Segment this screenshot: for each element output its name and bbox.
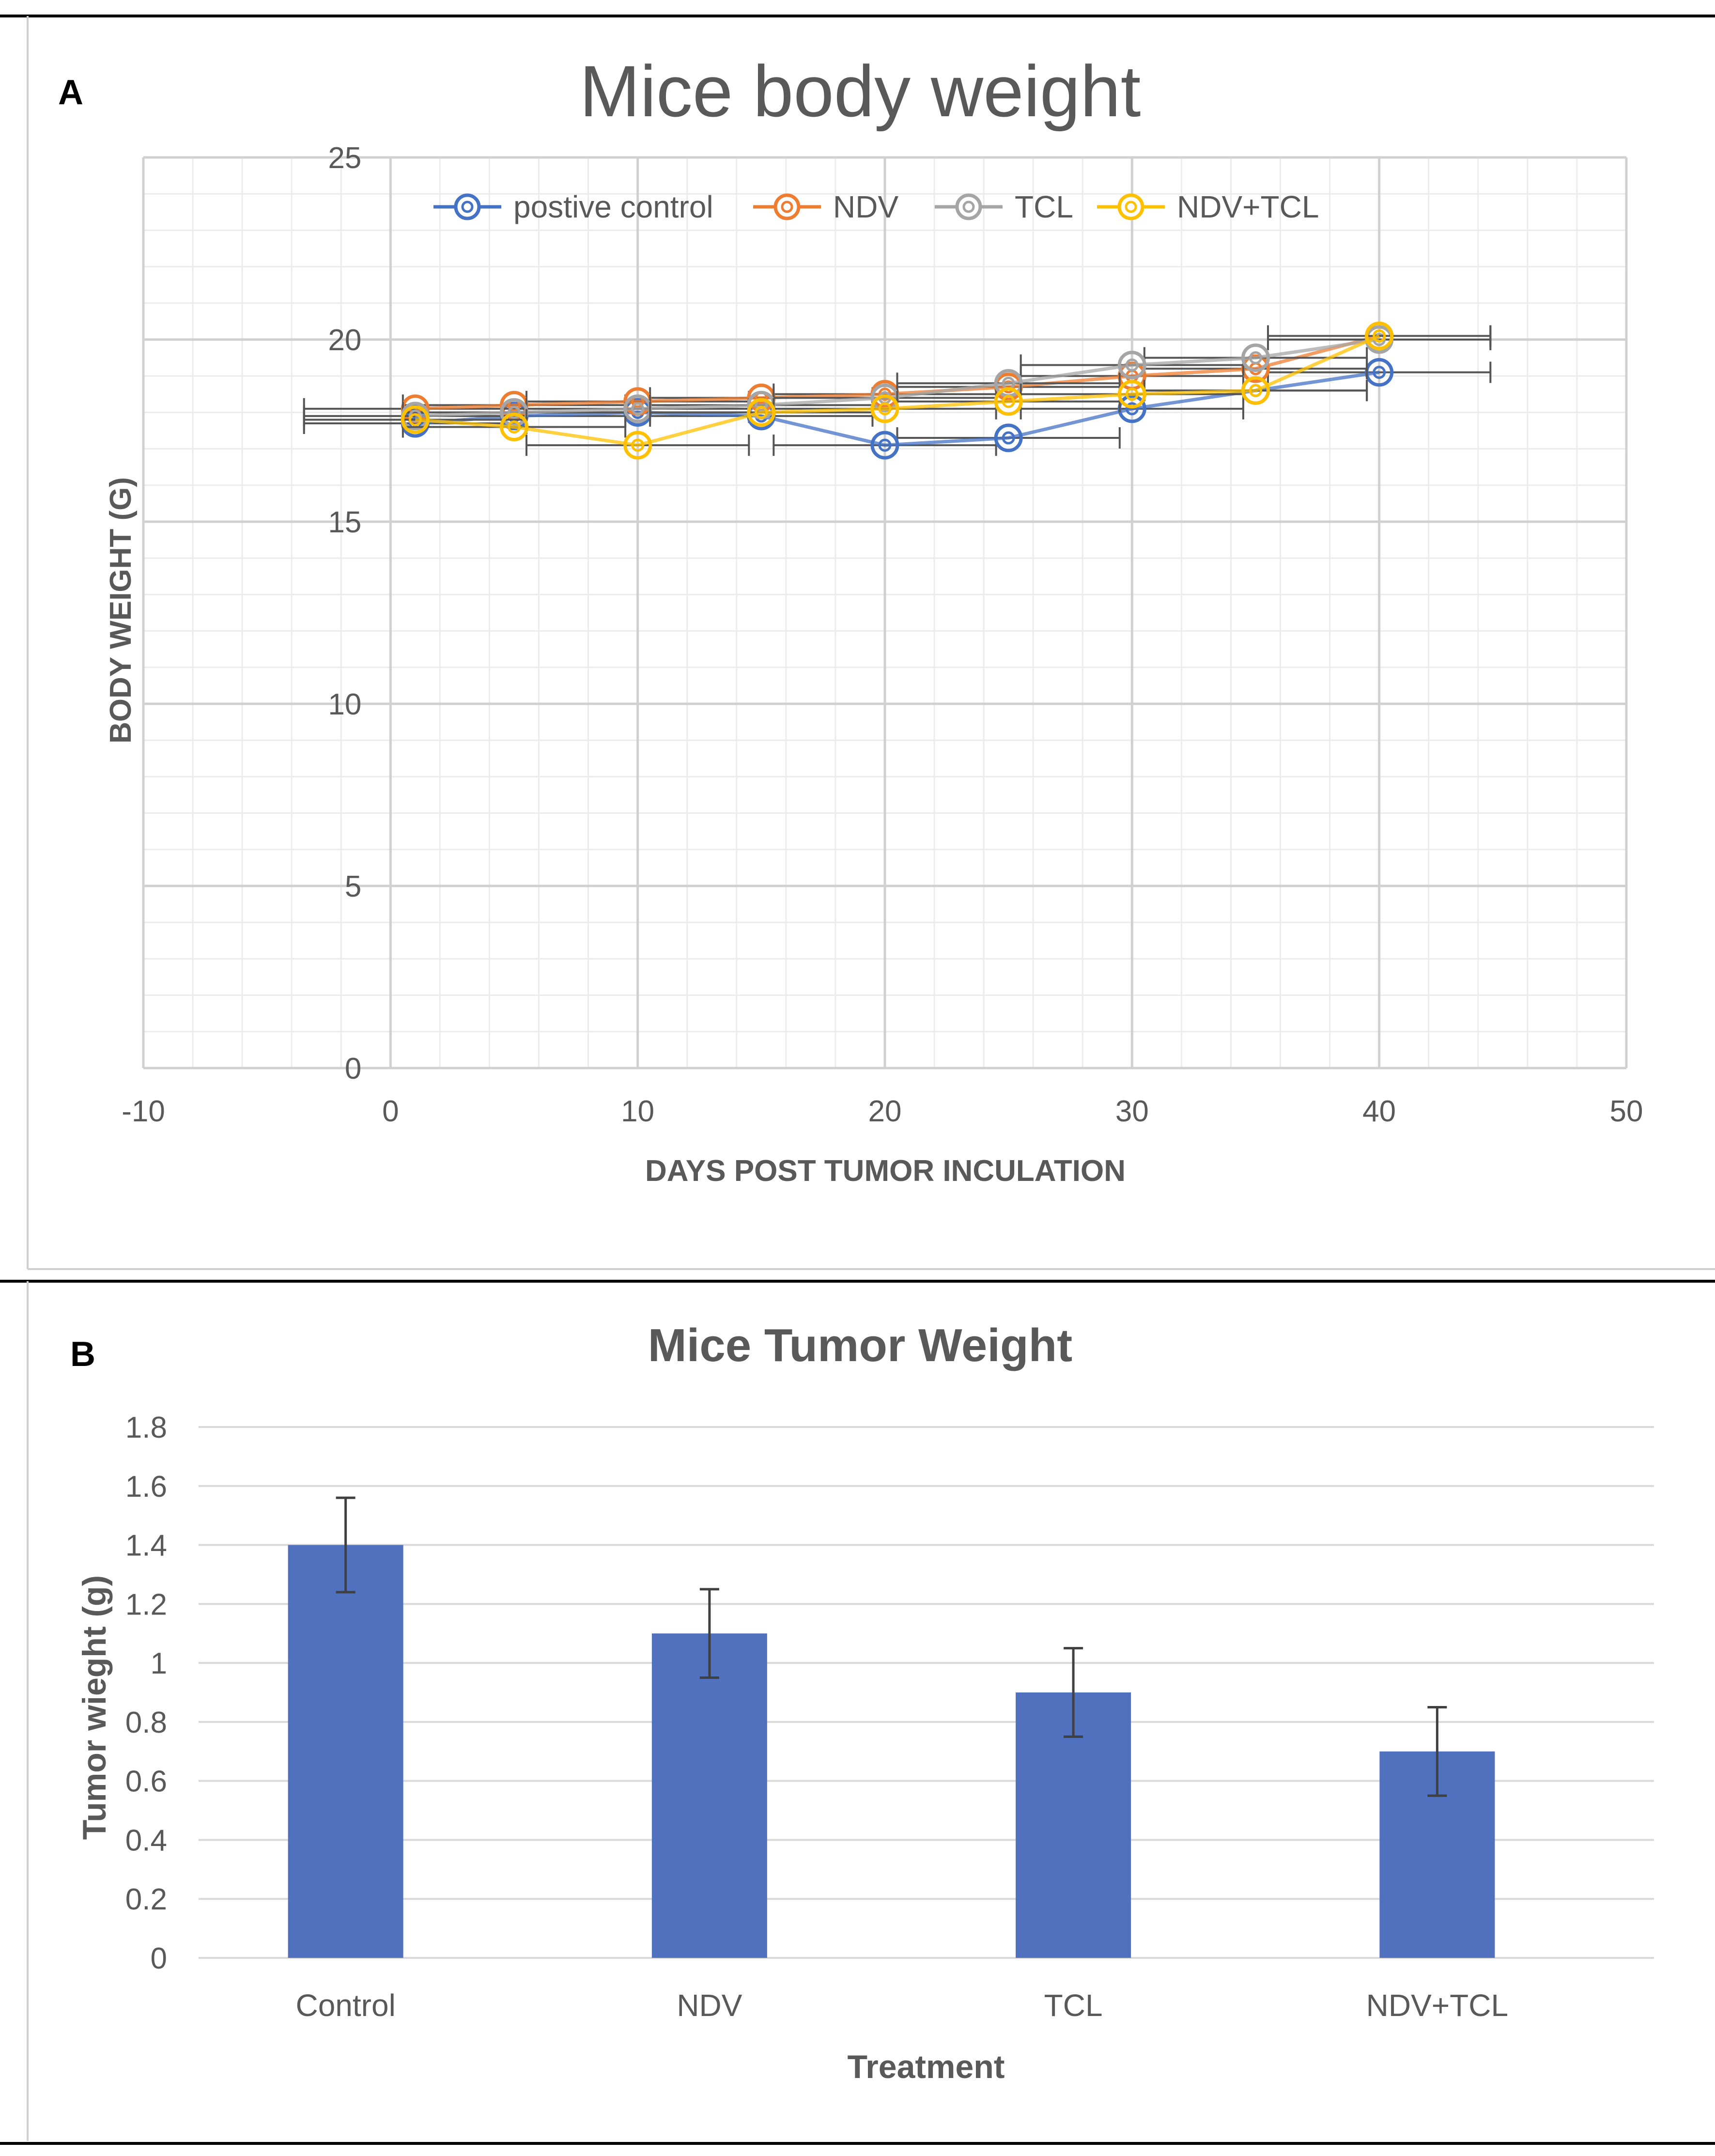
y-tick-label: 0.6	[125, 1765, 167, 1799]
body-weight-chart: 0 5 10 15 20 25 -10 0 10 20 30 40 50 postive contro…	[104, 50, 1643, 1188]
body-weight-x-ticks: -10 0 10 20 30 40 50	[122, 1095, 1643, 1128]
error-bar	[1064, 1647, 1083, 1738]
category-label: Control	[295, 1988, 395, 2023]
y-tick-label: 1.8	[125, 1411, 167, 1444]
error-bar	[699, 1588, 719, 1679]
y-tick-label: 1	[151, 1647, 167, 1680]
legend-label: TCL	[1015, 189, 1073, 224]
data-point	[1117, 380, 1146, 409]
body-weight-y-ticks: 0 5 10 15 20 25	[328, 141, 361, 1086]
y-tick-label: 0.2	[125, 1883, 167, 1916]
y-tick-label: 15	[328, 506, 361, 539]
x-tick-label: 50	[1610, 1095, 1643, 1128]
body-weight-y-axis-label: BODY WEIGHT (G)	[104, 477, 138, 744]
data-point	[1117, 351, 1146, 380]
series-line	[415, 334, 1380, 447]
x-tick-label: -10	[122, 1095, 165, 1128]
data-point	[500, 412, 528, 441]
data-point	[870, 431, 899, 460]
tumor-weight-title: Mice Tumor Weight	[648, 1319, 1072, 1371]
y-tick-label: 1.2	[125, 1588, 167, 1621]
data-point	[401, 405, 430, 434]
tumor-weight-bars	[288, 1496, 1495, 1958]
data-point	[994, 387, 1023, 416]
category-label: NDV	[677, 1988, 742, 2023]
tumor-weight-x-axis-label: Treatment	[848, 2048, 1005, 2085]
legend-label: NDV+TCL	[1177, 189, 1319, 224]
y-tick-label: 1.6	[125, 1470, 167, 1504]
x-tick-label: 0	[382, 1095, 399, 1128]
error-bar	[336, 1496, 355, 1594]
data-point	[994, 423, 1023, 452]
y-tick-label: 25	[328, 141, 361, 175]
bar	[288, 1545, 403, 1958]
tumor-weight-categories: Control NDV TCL NDV+TCL	[295, 1988, 1508, 2023]
y-tick-label: 5	[345, 870, 361, 903]
series-line	[415, 371, 1380, 447]
data-point	[1241, 376, 1270, 405]
body-weight-grid	[142, 156, 1628, 1070]
x-tick-label: 10	[621, 1095, 654, 1128]
y-tick-label: 1.4	[125, 1529, 167, 1563]
legend-label: postive control	[513, 189, 713, 224]
tumor-weight-y-axis-label: Tumor wieght (g)	[76, 1575, 113, 1840]
category-label: NDV+TCL	[1366, 1988, 1508, 2023]
x-tick-label: 40	[1362, 1095, 1396, 1128]
y-tick-label: 0	[345, 1052, 361, 1086]
legend-entry: TCL	[935, 189, 1073, 224]
body-weight-series	[303, 321, 1492, 460]
panel-a-label: A	[58, 73, 83, 112]
bar	[651, 1633, 767, 1958]
y-tick-label: 0	[151, 1942, 167, 1975]
legend-entry: postive control	[433, 189, 713, 224]
body-weight-title: Mice body weight	[580, 50, 1141, 132]
tumor-weight-chart: 0 0.2 0.4 0.6 0.8 1 1.2 1.4 1.6 1.8 Control NDV TCL…	[76, 1319, 1654, 2085]
body-weight-x-axis-label: DAYS POST TUMOR INCULATION	[645, 1154, 1126, 1188]
series-line	[415, 334, 1380, 411]
data-point	[1365, 321, 1394, 350]
y-tick-label: 20	[328, 324, 361, 357]
y-tick-label: 10	[328, 688, 361, 721]
legend-entry: NDV+TCL	[1097, 189, 1319, 224]
panel-b-label: B	[70, 1335, 95, 1374]
y-tick-label: 0.8	[125, 1706, 167, 1739]
error-bar	[1427, 1706, 1447, 1797]
data-point	[1241, 343, 1270, 372]
series-3	[303, 321, 1492, 460]
x-tick-label: 20	[868, 1095, 902, 1128]
tumor-weight-y-ticks: 0 0.2 0.4 0.6 0.8 1 1.2 1.4 1.6 1.8	[125, 1411, 167, 1975]
category-label: TCL	[1044, 1988, 1103, 2023]
body-weight-legend: postive control NDV TCL NDV+TCL	[433, 189, 1319, 224]
legend-label: NDV	[833, 189, 898, 224]
x-tick-label: 30	[1115, 1095, 1149, 1128]
data-point	[623, 431, 652, 460]
legend-entry: NDV	[753, 189, 898, 224]
data-point	[870, 394, 899, 423]
y-tick-label: 0.4	[125, 1824, 167, 1857]
data-point	[747, 398, 776, 427]
